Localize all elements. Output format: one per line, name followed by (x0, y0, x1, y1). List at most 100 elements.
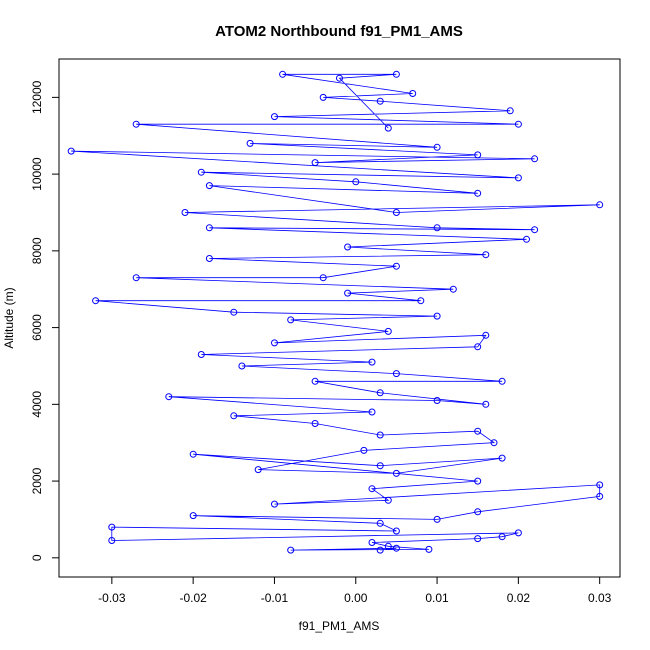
data-point (596, 481, 604, 489)
x-tick-label: -0.02 (179, 591, 207, 605)
data-point (181, 209, 189, 216)
y-tick-label: 4000 (30, 391, 44, 418)
data-point (336, 74, 343, 82)
y-axis: 0 2000 4000 6000 8000 10000 12000 (30, 80, 60, 561)
data-point (392, 469, 400, 477)
data-point (368, 358, 376, 366)
data-point (474, 151, 482, 159)
y-tick-label: 6000 (30, 314, 44, 341)
chart-title: ATOM2 Northbound f91_PM1_AMS (215, 23, 463, 40)
y-tick-label: 2000 (30, 467, 44, 494)
data-point (271, 113, 278, 121)
data-point (189, 450, 197, 458)
data-point (189, 512, 197, 520)
data-point (319, 274, 327, 282)
plot-frame (58, 58, 621, 578)
data-point (368, 539, 376, 546)
data-point (498, 454, 506, 462)
data-point (368, 408, 376, 416)
data-point (392, 370, 400, 378)
series-line (71, 73, 601, 551)
data-point (67, 147, 75, 155)
data-point (523, 235, 530, 243)
data-point (425, 545, 433, 553)
data-point (254, 466, 262, 474)
x-axis: -0.03 -0.02 -0.01 0.00 0.01 0.02 0.03 (98, 576, 612, 605)
data-point (311, 159, 319, 167)
data-point (531, 155, 539, 163)
data-point (197, 168, 205, 176)
data-point (132, 274, 140, 282)
x-tick-label: 0.02 (507, 591, 531, 605)
data-point (205, 224, 213, 232)
data-point (392, 544, 400, 552)
data-point (376, 546, 384, 554)
series-points (67, 70, 604, 554)
data-point (506, 107, 514, 115)
data-point (531, 226, 539, 234)
data-point (368, 485, 376, 493)
data-point (392, 209, 400, 216)
data-point (433, 397, 441, 404)
data-point (230, 412, 238, 420)
data-point (514, 174, 522, 182)
data-point (433, 143, 441, 151)
x-tick-label: 0.03 (588, 591, 612, 605)
data-point (498, 533, 506, 541)
data-point (197, 351, 205, 358)
data-point (238, 362, 246, 370)
data-point (376, 431, 384, 439)
data-point (271, 500, 278, 508)
data-point (474, 343, 482, 351)
data-point (376, 519, 384, 527)
data-point (490, 439, 498, 447)
data-point (344, 243, 352, 251)
data-point (449, 285, 457, 293)
data-point (474, 508, 482, 516)
data-point (376, 389, 384, 397)
data-point (409, 90, 417, 97)
data-point (311, 377, 319, 385)
data-point (319, 93, 327, 101)
data-point (271, 339, 278, 347)
y-tick-label: 0 (30, 554, 44, 561)
data-point (514, 529, 522, 537)
data-point (92, 297, 100, 305)
data-point (498, 377, 506, 385)
x-axis-label: f91_PM1_AMS (299, 619, 380, 633)
data-point (417, 297, 425, 305)
data-point (165, 393, 173, 401)
data-point (384, 124, 392, 132)
data-point (392, 262, 400, 270)
data-point (482, 400, 490, 408)
y-tick-label: 12000 (30, 80, 44, 114)
data-point (205, 182, 213, 190)
data-point (392, 70, 400, 78)
y-tick-label: 10000 (30, 157, 44, 191)
data-point (279, 70, 287, 78)
data-point (433, 224, 441, 232)
data-point (482, 251, 490, 259)
data-point (311, 420, 319, 427)
data-point (474, 477, 482, 485)
data-point (287, 546, 295, 554)
data-point (376, 462, 384, 470)
x-tick-label: 0.01 (425, 591, 449, 605)
data-point (352, 178, 360, 186)
y-tick-label: 8000 (30, 237, 44, 264)
data-point (433, 515, 441, 523)
data-point (474, 189, 482, 197)
x-tick-label: -0.03 (98, 591, 126, 605)
data-point (246, 139, 254, 147)
data-point (344, 289, 352, 297)
data-point (360, 446, 368, 454)
data-point (596, 201, 604, 209)
series-lines (71, 73, 601, 551)
data-point (482, 331, 490, 339)
data-point (433, 312, 441, 320)
data-point (596, 492, 604, 500)
data-point (108, 523, 116, 531)
data-point (376, 97, 384, 105)
data-point (230, 308, 238, 316)
